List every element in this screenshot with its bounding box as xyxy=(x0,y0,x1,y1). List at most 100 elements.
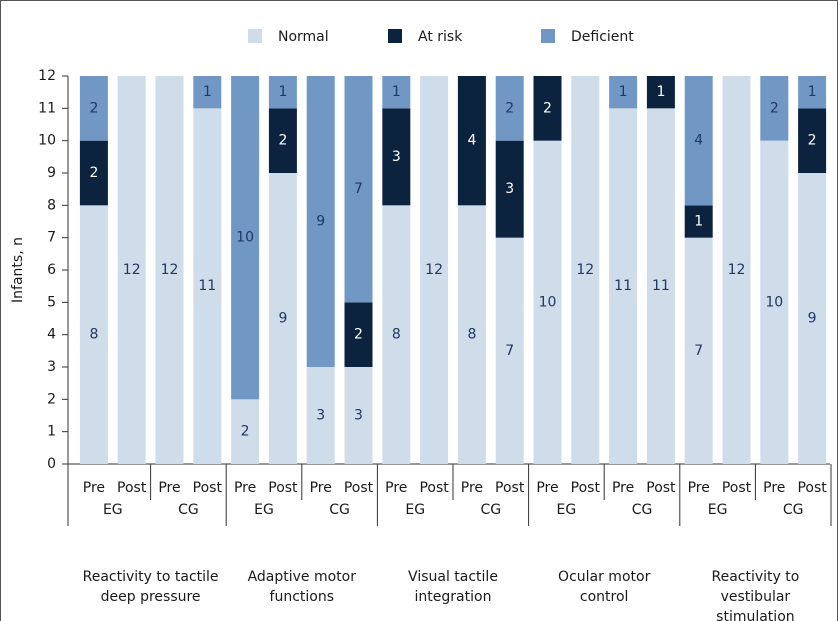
group-label: Reactivity to xyxy=(711,569,799,585)
y-tick-label: 0 xyxy=(47,456,56,472)
y-tick-label: 3 xyxy=(47,359,56,375)
bar-value-label: 1 xyxy=(656,84,665,100)
bar-segment xyxy=(646,108,675,464)
bar-segment xyxy=(684,237,713,464)
bar-value-label: 12 xyxy=(161,262,179,278)
bar-value-label: 4 xyxy=(694,133,703,149)
legend-label: Normal xyxy=(278,29,329,45)
group-label: functions xyxy=(270,589,334,605)
subgroup-label: EG xyxy=(254,502,274,518)
bar-segment xyxy=(420,76,449,464)
x-tick-label: Pre xyxy=(158,480,180,496)
bar-value-label: 3 xyxy=(354,408,363,424)
bar-segment xyxy=(306,367,335,464)
bar-segment xyxy=(79,205,108,465)
group-label: Reactivity to tactile xyxy=(83,569,219,585)
bar-segment xyxy=(495,237,524,464)
subgroup-label: EG xyxy=(708,502,728,518)
x-tick-label: Post xyxy=(722,480,752,496)
bar-value-label: 10 xyxy=(539,294,557,310)
group-label: control xyxy=(580,589,629,605)
bar-segment xyxy=(495,76,524,141)
y-tick-label: 1 xyxy=(47,424,56,440)
subgroup-label: CG xyxy=(632,502,653,518)
bar-segment xyxy=(231,399,260,464)
bar-value-label: 1 xyxy=(619,84,628,100)
bar-value-label: 1 xyxy=(278,84,287,100)
bar-value-label: 12 xyxy=(425,262,443,278)
x-tick-label: Pre xyxy=(763,480,785,496)
subgroup-label: CG xyxy=(783,502,804,518)
bar-segment xyxy=(609,108,638,464)
bar-value-label: 2 xyxy=(89,165,98,181)
x-tick-label: Pre xyxy=(612,480,634,496)
bar-segment xyxy=(722,76,751,464)
y-tick-label: 11 xyxy=(38,100,56,116)
bar-value-label: 3 xyxy=(505,181,514,197)
bar-segment xyxy=(306,76,335,367)
bar-value-label: 8 xyxy=(467,327,476,343)
bar-value-label: 12 xyxy=(576,262,594,278)
legend-label: At risk xyxy=(418,29,463,45)
bar-segment xyxy=(268,173,297,464)
bar-segment xyxy=(231,76,260,400)
bar-segment xyxy=(344,302,373,367)
y-tick-label: 8 xyxy=(47,197,56,213)
bar-segment xyxy=(533,140,562,464)
bar-value-label: 3 xyxy=(392,149,401,165)
subgroup-label: EG xyxy=(103,502,123,518)
bar-segment xyxy=(382,76,411,109)
bar-value-label: 7 xyxy=(694,343,703,359)
bar-value-label: 2 xyxy=(770,100,779,116)
bar-value-label: 3 xyxy=(316,408,325,424)
group-label: integration xyxy=(415,589,492,605)
bar-value-label: 1 xyxy=(203,84,212,100)
bar-segment xyxy=(684,76,713,206)
y-tick-label: 9 xyxy=(47,165,56,181)
x-tick-label: Post xyxy=(495,480,525,496)
bar-segment xyxy=(760,140,789,464)
group-label: stimulation xyxy=(716,609,794,621)
bar-segment xyxy=(798,173,827,464)
bar-segment xyxy=(760,76,789,141)
y-tick-label: 5 xyxy=(47,294,56,310)
group-label: Ocular motor xyxy=(558,569,651,585)
x-tick-label: Post xyxy=(571,480,601,496)
x-tick-label: Post xyxy=(419,480,449,496)
group-label: Visual tactile xyxy=(408,569,498,585)
bar-segment xyxy=(193,76,222,109)
bar-value-label: 9 xyxy=(808,311,817,327)
bar-value-label: 11 xyxy=(652,278,670,294)
bar-segment xyxy=(571,76,600,464)
bar-segment xyxy=(155,76,184,464)
bar-segment xyxy=(344,76,373,303)
legend-swatch xyxy=(388,29,402,43)
bar-segment xyxy=(798,108,827,173)
bar-value-label: 4 xyxy=(467,133,476,149)
bar-segment xyxy=(684,205,713,238)
bar-segment xyxy=(193,108,222,464)
x-tick-label: Pre xyxy=(688,480,710,496)
bar-value-label: 2 xyxy=(543,100,552,116)
subgroup-label: EG xyxy=(557,502,577,518)
y-tick-label: 12 xyxy=(38,68,56,84)
subgroup-label: CG xyxy=(178,502,199,518)
x-tick-label: Post xyxy=(344,480,374,496)
bar-value-label: 1 xyxy=(694,214,703,230)
y-tick-label: 4 xyxy=(47,327,56,343)
bar-value-label: 7 xyxy=(505,343,514,359)
subgroup-label: CG xyxy=(480,502,501,518)
y-tick-label: 6 xyxy=(47,262,56,278)
bar-segment xyxy=(268,76,297,109)
bar-value-label: 9 xyxy=(316,214,325,230)
bar-value-label: 2 xyxy=(808,133,817,149)
bar-segment xyxy=(533,76,562,141)
bar-segment xyxy=(798,76,827,109)
bar-segment xyxy=(382,205,411,465)
bar-segment xyxy=(457,76,486,206)
subgroup-label: EG xyxy=(405,502,425,518)
x-tick-label: Post xyxy=(646,480,676,496)
x-tick-label: Pre xyxy=(385,480,407,496)
bar-value-label: 2 xyxy=(354,327,363,343)
